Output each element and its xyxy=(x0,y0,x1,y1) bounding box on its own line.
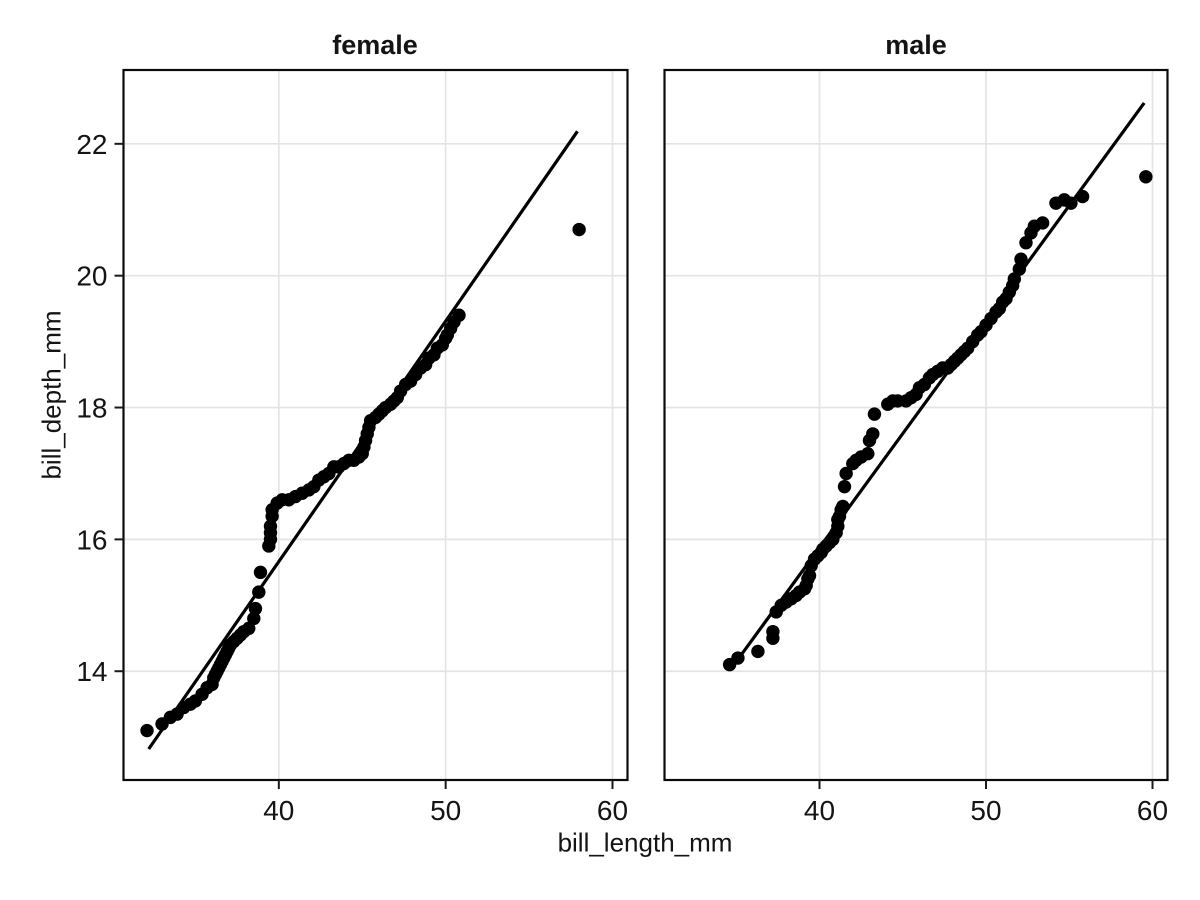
y-tick-label: 14 xyxy=(76,656,107,687)
y-tick-label: 22 xyxy=(76,129,107,160)
y-tick-label: 16 xyxy=(76,524,107,555)
data-point xyxy=(1019,236,1033,250)
data-point xyxy=(1012,262,1027,276)
data-point xyxy=(751,644,765,659)
x-tick-label: 50 xyxy=(970,795,1001,826)
data-point xyxy=(263,519,278,533)
panel-border-female xyxy=(122,68,629,782)
data-point xyxy=(140,723,154,738)
data-point xyxy=(867,407,882,421)
y-tick-label: 18 xyxy=(76,393,107,424)
x-tick-label: 40 xyxy=(263,795,294,826)
facet-title-male: male xyxy=(885,30,947,60)
data-point xyxy=(572,222,586,237)
data-point xyxy=(1014,252,1028,266)
y-tick-label: 20 xyxy=(76,261,107,292)
data-point xyxy=(802,568,817,583)
data-point xyxy=(1064,196,1078,210)
data-point xyxy=(861,446,875,461)
data-point xyxy=(1075,189,1090,204)
x-tick-label: 40 xyxy=(804,795,835,826)
x-tick-label: 50 xyxy=(430,795,461,826)
data-point xyxy=(242,621,256,636)
data-point xyxy=(452,308,466,322)
data-point xyxy=(836,499,850,514)
data-point xyxy=(766,624,780,639)
x-tick-label: 60 xyxy=(597,795,628,826)
panel-border-male xyxy=(663,68,1169,782)
facet-title-female: female xyxy=(332,30,418,60)
data-point xyxy=(866,427,880,441)
data-point xyxy=(247,611,261,626)
data-point xyxy=(253,565,268,580)
y-axis-title: bill_depth_mm xyxy=(36,310,67,480)
x-axis-title: bill_length_mm xyxy=(557,827,733,858)
data-point xyxy=(248,601,263,616)
data-point xyxy=(839,466,853,481)
data-point xyxy=(252,585,266,599)
x-tick-label: 60 xyxy=(1137,795,1168,826)
data-point xyxy=(1007,272,1022,286)
data-point xyxy=(1035,216,1050,230)
data-point xyxy=(1139,170,1153,184)
data-point xyxy=(731,651,745,665)
data-point xyxy=(837,479,852,494)
